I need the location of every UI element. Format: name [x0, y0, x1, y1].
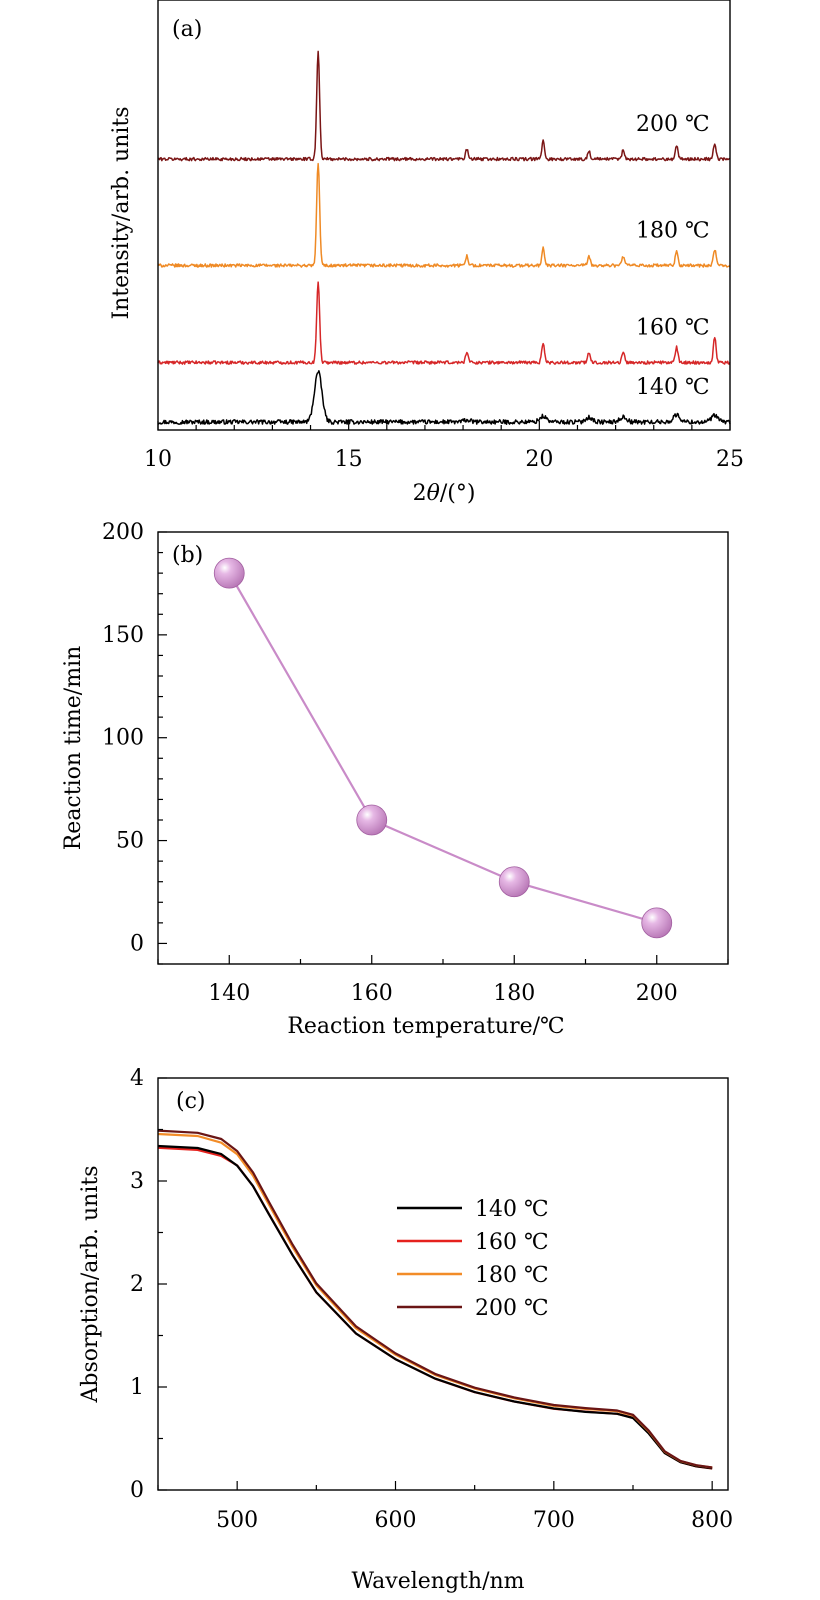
panel-c-label: (c)	[176, 1089, 206, 1114]
panel-c-xlabel: Wavelength/nm	[351, 1569, 524, 1594]
panel-a-plot	[157, 50, 731, 425]
y-tick-label: 2	[130, 1272, 144, 1297]
y-tick-label: 100	[102, 726, 144, 751]
x-tick-label: 200	[636, 981, 678, 1006]
xrd-series-label: 160 ℃	[636, 316, 710, 341]
absorption-series-line	[157, 1129, 713, 1469]
xrd-series-line	[157, 50, 731, 162]
x-tick-label: 800	[691, 1508, 733, 1533]
panel-b-plot	[213, 557, 673, 939]
xrd-series-line	[157, 370, 731, 425]
x-tick-label: 600	[375, 1508, 417, 1533]
panel-b-ylabel: Reaction time/min	[61, 646, 86, 851]
xrd-series-line	[157, 281, 731, 365]
legend-label: 180 ℃	[475, 1263, 549, 1288]
panel-c: 500 600 700 800 0 1 2 3 4 (c) 140 ℃ 160 ℃ 180 ℃ 200…	[78, 1066, 733, 1594]
legend-label: 200 ℃	[475, 1296, 549, 1321]
scatter-point	[641, 907, 673, 939]
x-tick-label: 500	[216, 1508, 258, 1533]
panel-a-ticks: 10 15 20 25	[144, 421, 744, 472]
panel-a: 10 15 20 25 (a) 140 ℃ 160 ℃ 180 ℃ 200 ℃ 2θ/(°)…	[109, 0, 744, 506]
x-tick-label: 140	[208, 981, 250, 1006]
legend-label: 160 ℃	[475, 1230, 549, 1255]
scatter-point	[498, 866, 530, 898]
y-tick-label: 4	[130, 1066, 144, 1091]
x-tick-label: 160	[351, 981, 393, 1006]
panel-a-xlabel: 2θ/(°)	[413, 481, 476, 506]
scatter-point	[356, 804, 388, 836]
scatter-point	[213, 557, 245, 589]
xrd-series-label: 140 ℃	[636, 375, 710, 400]
panel-c-legend: 140 ℃ 160 ℃ 180 ℃ 200 ℃	[397, 1197, 549, 1321]
panel-a-ylabel: Intensity/arb. units	[109, 106, 134, 319]
xrd-series-line	[157, 162, 731, 268]
y-tick-label: 50	[116, 829, 144, 854]
panel-c-ylabel: Absorption/arb. units	[78, 1165, 103, 1403]
panel-a-frame	[157, 0, 731, 431]
y-tick-label: 3	[130, 1169, 144, 1194]
x-tick-label: 25	[716, 447, 744, 472]
panel-c-ticks: 500 600 700 800 0 1 2 3 4	[130, 1066, 733, 1533]
xrd-series-label: 200 ℃	[636, 112, 710, 137]
panel-b-label: (b)	[172, 543, 203, 568]
x-tick-label: 180	[493, 981, 535, 1006]
panel-b: 140 160 180 200 0 50 100 150 200 (b) Reaction te…	[61, 520, 729, 1039]
y-tick-label: 1	[130, 1375, 144, 1400]
y-tick-label: 0	[130, 1478, 144, 1503]
panel-c-plot	[157, 1129, 713, 1470]
xrd-series-label: 180 ℃	[636, 219, 710, 244]
y-tick-label: 150	[102, 623, 144, 648]
x-tick-label: 20	[525, 447, 553, 472]
panel-a-label: (a)	[172, 17, 202, 42]
panel-a-series-labels: 140 ℃ 160 ℃ 180 ℃ 200 ℃	[636, 112, 710, 400]
legend-label: 140 ℃	[475, 1197, 549, 1222]
y-tick-label: 0	[130, 931, 144, 956]
panel-b-ticks: 140 160 180 200 0 50 100 150 200	[102, 520, 729, 1006]
panel-b-xlabel: Reaction temperature/℃	[287, 1014, 564, 1039]
x-tick-label: 10	[144, 447, 172, 472]
y-tick-label: 200	[102, 520, 144, 545]
x-tick-label: 15	[335, 447, 363, 472]
scatter-connector-line	[228, 572, 658, 924]
x-tick-label: 700	[533, 1508, 575, 1533]
